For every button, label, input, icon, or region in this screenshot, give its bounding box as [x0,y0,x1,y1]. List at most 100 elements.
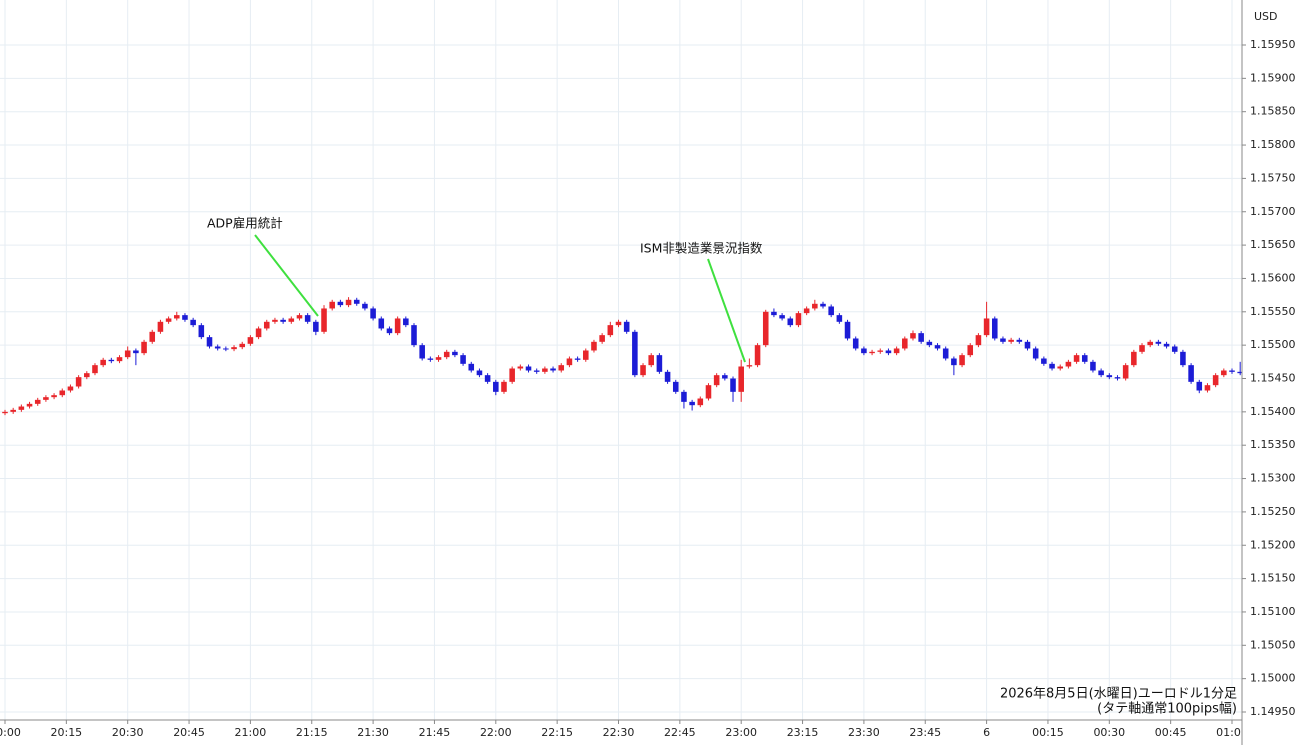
candle-body [321,308,327,332]
candle-body [599,335,605,342]
candle-body [18,406,25,410]
candle-body [844,321,851,339]
candle-body [173,315,180,319]
candle-body [730,378,736,392]
y-tick-label: 1.15300 [1250,472,1296,485]
candle-body [656,355,663,372]
candle-body [632,331,638,376]
candle-body [1106,375,1113,378]
candle-body [84,373,90,378]
candle-body [370,308,376,319]
candle-body [141,341,147,354]
candle-body [820,303,826,307]
candle-body [542,368,548,372]
candle-body [697,398,704,406]
candle-body [1098,370,1104,376]
candle-body [1163,343,1170,347]
candle-body [272,319,278,322]
candle-body [468,363,475,371]
candle-body [1221,370,1227,376]
candle-body [1090,361,1096,371]
candle-body [746,365,753,367]
candle-body [1171,346,1178,352]
candle-body [959,355,965,366]
candle-body [566,358,573,366]
candle-body [762,311,769,346]
candle-body [1000,338,1006,342]
y-tick-label: 1.15750 [1250,171,1296,184]
candle-body [345,299,352,306]
candle-body [574,358,581,360]
x-tick-label: 21:45 [419,726,451,739]
candle-body [419,345,425,359]
candle-body [411,325,417,346]
x-tick-label: 6 [983,726,990,739]
candle-body [92,365,98,374]
x-tick-label: 22:00 [480,726,512,739]
x-tick-label: 21:30 [357,726,389,739]
candle-body [1065,361,1072,367]
candle-body [918,333,924,342]
x-axis: 20:00 20:15 20:30 20:45 21:00 21:15 21:30 21:45… [0,720,1248,739]
candle-body [378,318,385,329]
candle-body [443,351,450,358]
x-tick-label: 23:30 [848,726,880,739]
candle-body [1139,345,1145,352]
candle-body [452,351,458,356]
candle-body [648,355,655,366]
caption: (タテ軸通常100pips幅) [1097,702,1237,717]
candle-body [582,350,589,360]
candle-body [836,315,843,322]
candle-body [149,331,156,342]
candles [2,297,1243,416]
candle-body [34,399,41,404]
y-tick-label: 1.15450 [1250,372,1296,385]
x-tick-label: 23:15 [787,726,819,739]
candle-body [975,335,982,346]
candle-body [116,357,123,362]
y-tick-label: 1.15050 [1250,638,1296,651]
y-tick-label: 1.15650 [1250,238,1296,251]
y-axis: 1.14950 1.15000 1.15050 1.15100 1.15150 1.152… [1242,38,1296,718]
candle-body [223,348,229,350]
candle-body [795,313,802,326]
candle-body [509,368,515,382]
candle-body [239,343,246,348]
y-tick-label: 1.15000 [1250,672,1296,685]
y-tick-label: 1.14950 [1250,705,1296,718]
candle-body [124,350,131,358]
candle-body [51,395,57,398]
y-tick-label: 1.15400 [1250,405,1296,418]
candle-body [206,337,213,347]
candle-body [100,359,106,366]
candle-body [1147,341,1153,346]
y-tick-label: 1.15200 [1250,538,1296,551]
candle-body [705,385,712,399]
candle-body [558,365,565,371]
candle-body [861,348,867,354]
y-tick-label: 1.15550 [1250,305,1296,318]
candle-body [10,409,16,412]
candle-body [43,397,49,400]
candle-body [1237,371,1243,374]
y-tick-label: 1.15700 [1250,205,1296,218]
candle-body [1204,385,1211,391]
candle-body [1131,351,1137,366]
candle-body [1122,365,1129,379]
candle-body [403,318,409,326]
candle-body [288,318,295,322]
candle-body [812,303,818,309]
candle-body [771,311,777,316]
candle-body [190,319,196,326]
candle-body [902,338,908,349]
candle-body [926,341,933,346]
candle-body [983,318,990,336]
candle-body [607,325,614,336]
candle-body [1196,381,1203,391]
candle-body [476,370,483,376]
candle-body [640,365,646,376]
candle-body [787,318,794,326]
annotation: ISM非製造業景況指数 [640,241,763,256]
candle-body [337,301,344,306]
